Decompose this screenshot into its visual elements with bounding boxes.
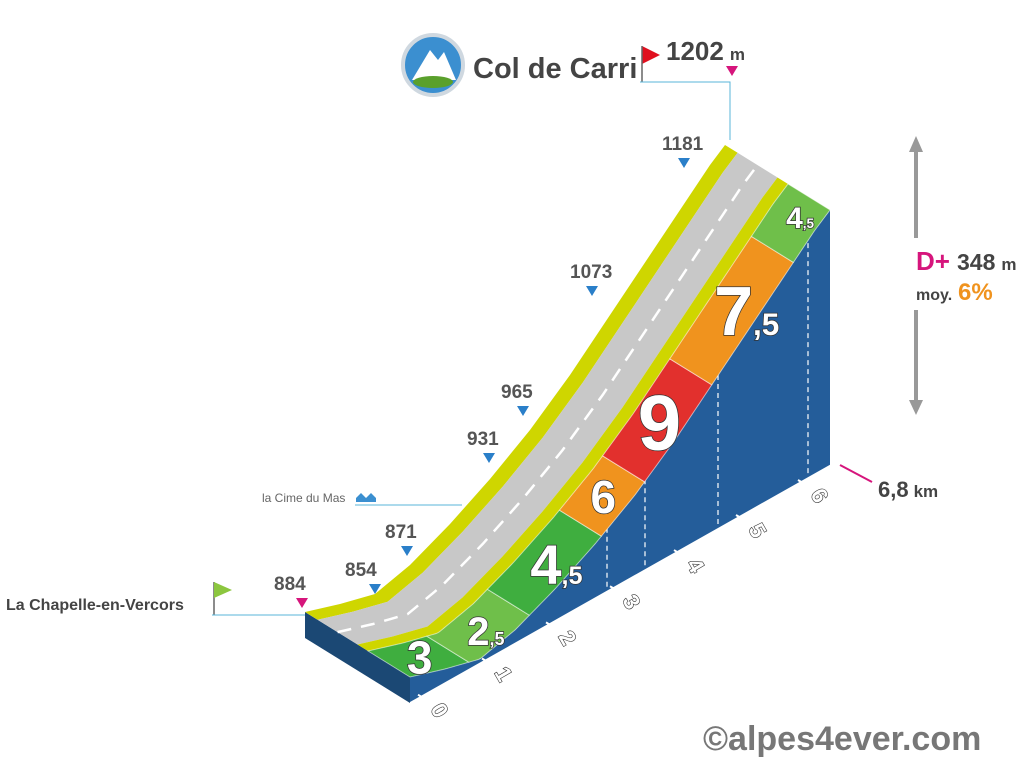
km-tick: [673, 549, 685, 557]
copyright: ©alpes4ever.com: [703, 720, 981, 758]
summit-icon-grass: [413, 76, 453, 88]
summit-flag: [642, 46, 660, 64]
average-label: moy.: [916, 287, 952, 304]
altitude-label: 871: [385, 522, 417, 543]
km-tick: [735, 514, 747, 522]
gradient-sub: ,5: [562, 562, 583, 590]
gradient-main: 3: [407, 631, 433, 683]
road-centre-line: [337, 164, 759, 634]
gain-number: 348: [957, 249, 996, 275]
distance-unit: km: [914, 482, 939, 501]
altitude-marker: [369, 584, 381, 594]
start-marker: [296, 598, 308, 608]
gradient-main: 4: [786, 202, 803, 235]
altitude-marker: [678, 158, 690, 168]
gradient-main: 6: [591, 471, 617, 523]
gain-unit: m: [1001, 255, 1016, 274]
average-value: 6%: [958, 279, 993, 306]
summit-icon-mountain: [412, 50, 456, 80]
km-tick-label: 3: [618, 590, 646, 613]
summit-leader: [640, 81, 731, 140]
gradient-segment: [750, 183, 831, 264]
gradient-label: 7,5: [714, 272, 779, 350]
km-tick-label: 6: [806, 484, 834, 507]
gain-label: D+: [916, 246, 950, 276]
km-tick: [481, 657, 493, 666]
road: [317, 152, 778, 645]
km-tick: [417, 693, 429, 702]
km-tick: [609, 585, 621, 594]
waypoint-name: la Cime du Mas: [262, 491, 345, 505]
altitude-label: 1073: [570, 262, 612, 283]
altitude-marker: [517, 406, 529, 416]
gain-arrow-head: [909, 400, 923, 415]
gradient-main: 4: [530, 533, 561, 596]
altitude-label: 931: [467, 429, 499, 450]
km-tick-label: 0: [426, 699, 454, 722]
altitude-marker: [401, 546, 413, 556]
distance-value: 6,8: [878, 477, 909, 502]
summit-name: Col de Carri: [473, 53, 637, 85]
info-box: [905, 238, 1024, 310]
start-name: La Chapelle-en-Vercors: [6, 597, 184, 614]
front-face: [305, 612, 410, 703]
altitude-label: 854: [345, 560, 377, 581]
gradient-main: 2: [467, 610, 489, 654]
gradient-label: 3: [407, 631, 433, 683]
km-tick: [545, 621, 557, 630]
gain-arrow-head: [909, 136, 923, 152]
altitude-label: 965: [501, 382, 533, 403]
gradient-label: 6: [591, 471, 617, 523]
house-icon: [356, 493, 376, 502]
km-tick-label: 1: [490, 663, 518, 686]
gradient-main: 7: [714, 272, 753, 350]
altitude-marker: [586, 286, 598, 296]
summit-marker: [726, 66, 738, 76]
altitude-label: 1181: [662, 134, 704, 155]
km-tick-label: 4: [682, 554, 710, 578]
gradient-sub: ,5: [753, 306, 779, 342]
summit-altitude: 1202 m: [666, 36, 745, 66]
distance-leader: [839, 464, 873, 483]
start-altitude: 884: [274, 574, 306, 595]
road-edge: [357, 177, 788, 651]
gradient-sub: ,5: [803, 216, 815, 231]
gradient-label: 4,5: [786, 202, 814, 235]
gradient-sub: ,5: [489, 629, 504, 649]
gain-value: 348 m: [957, 249, 1017, 275]
summit-altitude-value: 1202: [666, 36, 724, 66]
km-tick-label: 2: [554, 626, 582, 649]
km-tick: [797, 479, 809, 487]
side-wall: [410, 210, 830, 702]
gradient-label: 4,5: [530, 533, 582, 596]
summit-altitude-unit: m: [730, 45, 745, 64]
km-tick-label: 5: [744, 519, 772, 542]
gradient-main: 9: [638, 379, 681, 467]
gradient-label: 9: [638, 379, 681, 467]
start-flag: [214, 582, 232, 598]
gradient-label: 2,5: [467, 610, 504, 654]
road-edge: [305, 145, 738, 620]
altitude-marker: [483, 453, 495, 463]
distance: 6,8 km: [878, 477, 938, 502]
